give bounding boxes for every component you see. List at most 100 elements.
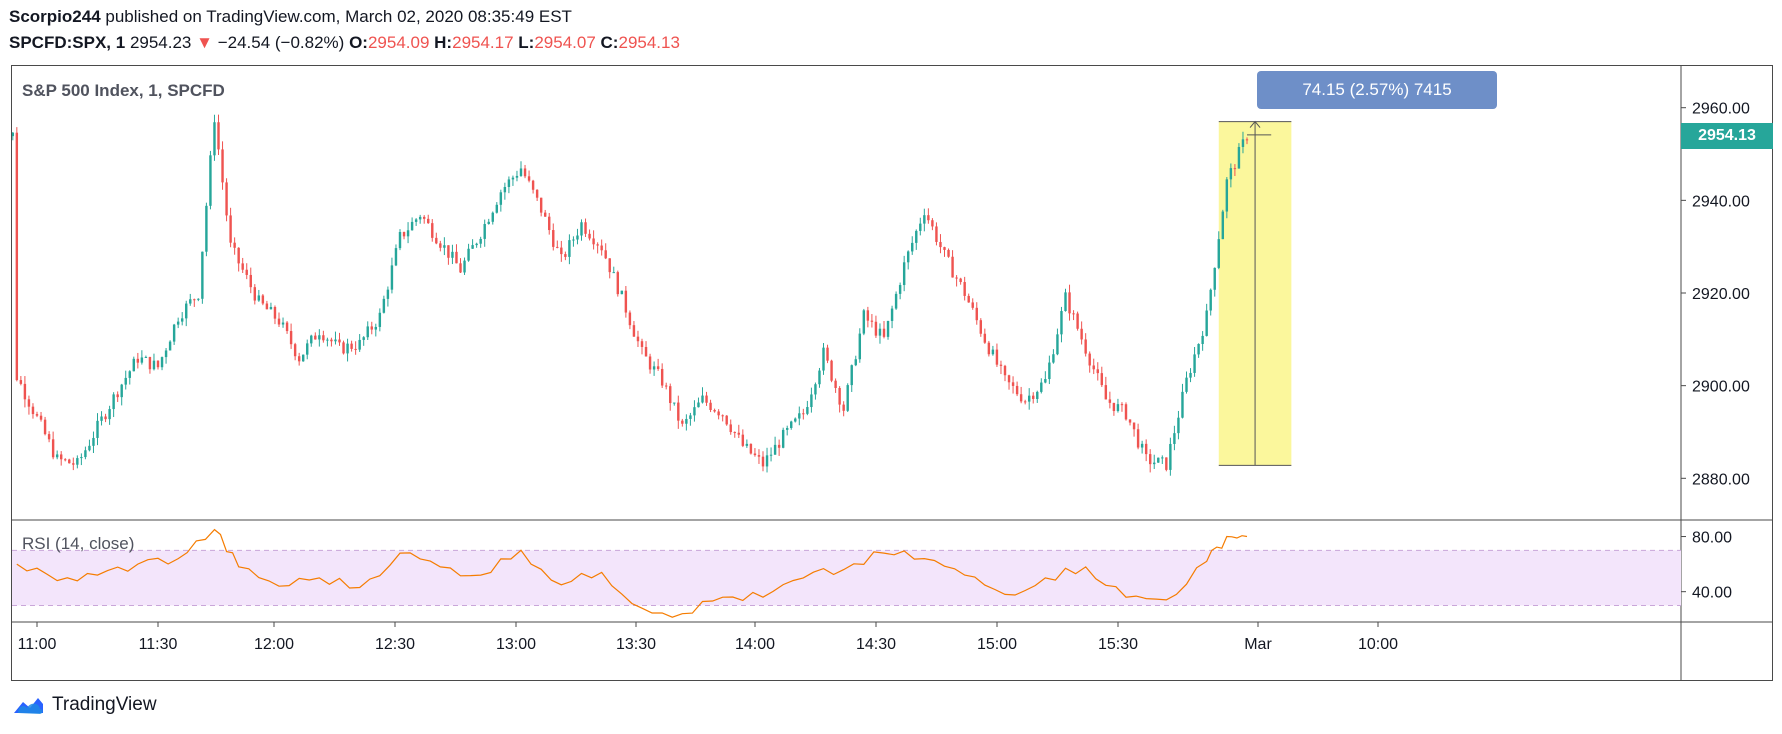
candle-body (410, 221, 414, 231)
measure-label[interactable]: 74.15 (2.57%) 7415 (1257, 71, 1497, 109)
candle-body (951, 256, 954, 278)
candle-body (19, 380, 23, 384)
candle-body (261, 295, 265, 304)
candle-body (943, 247, 946, 250)
candle-body (358, 339, 361, 350)
candle-body (838, 387, 841, 405)
candle-body (459, 263, 462, 273)
candle-body (576, 235, 579, 240)
candle-body (168, 341, 172, 351)
candle-body (1209, 289, 1212, 311)
candle-body (947, 249, 950, 257)
candle-body (757, 455, 761, 457)
last-price: 2954.23 (129, 33, 192, 52)
candle-body (293, 344, 297, 357)
candle-body (378, 312, 382, 327)
candle-body (443, 245, 446, 248)
candle-body (689, 415, 692, 419)
low-value: 2954.07 (534, 33, 596, 52)
published-text: published on TradingView.com, March 02, … (105, 7, 572, 26)
candle-body (1193, 354, 1196, 373)
candle-body (794, 418, 797, 422)
candle-body (580, 222, 583, 236)
rsi-tick-label: 40.00 (1692, 585, 1732, 602)
candle-body (777, 444, 781, 448)
candle-body (543, 212, 547, 217)
candle-body (898, 285, 902, 294)
candle-body (592, 238, 595, 245)
candle-body (556, 246, 559, 248)
candle-body (253, 287, 257, 301)
candle-body (798, 413, 801, 419)
candle-body (100, 416, 103, 421)
candle-body (15, 132, 19, 381)
candle-body (664, 385, 668, 387)
last-price-tag: 2954.13 (1681, 123, 1773, 149)
candle-body (705, 395, 708, 403)
candle-body (568, 240, 571, 257)
candle-body (822, 347, 825, 371)
candle-body (27, 399, 31, 407)
open-label: O: (349, 33, 368, 52)
candle-body (334, 339, 337, 342)
candle-body (850, 365, 853, 386)
candle-body (600, 245, 603, 251)
close-label: C: (600, 33, 619, 52)
candle-body (1032, 395, 1035, 399)
candle-body (435, 237, 438, 244)
candle-body (765, 455, 769, 467)
candle-body (422, 216, 426, 219)
candle-body (1060, 311, 1063, 335)
candle-body (624, 290, 628, 313)
candle-body (919, 223, 922, 231)
candle-body (1076, 313, 1079, 329)
candle-body (858, 333, 862, 360)
candle-body (697, 402, 700, 408)
candle-body (923, 215, 926, 224)
candle-body (1241, 139, 1245, 147)
candle-body (277, 318, 281, 325)
candle-body (548, 216, 551, 231)
candle-body (112, 394, 115, 410)
chart-canvas[interactable]: 2960.00 2940.00 2920.00 2900.00 2880.00 80.00… (12, 66, 1772, 680)
candle-body (669, 386, 672, 404)
candle-body (152, 360, 156, 370)
candle-body (1011, 382, 1015, 386)
chart-frame[interactable]: 2960.00 2940.00 2920.00 2900.00 2880.00 80.00… (11, 65, 1773, 681)
candle-body (418, 216, 422, 220)
candle-body (939, 241, 942, 248)
candle-body (632, 325, 636, 337)
candle-body (132, 358, 136, 372)
candle-body (225, 182, 228, 216)
candle-body (338, 339, 341, 343)
candle-body (398, 232, 402, 249)
candle-body (1148, 454, 1152, 465)
candle-body (1040, 382, 1043, 392)
candle-body (326, 339, 329, 341)
candle-body (572, 239, 575, 241)
candle-body (447, 245, 450, 258)
brand-footer[interactable]: TradingView (10, 694, 157, 716)
candle-body (439, 243, 442, 248)
candle-body (741, 434, 745, 446)
candle-body (310, 335, 313, 344)
candle-body (140, 357, 144, 363)
candle-body (394, 248, 398, 266)
candle-body (612, 272, 615, 274)
candle-body (673, 402, 676, 404)
candle-body (197, 298, 200, 300)
candle-body (995, 349, 999, 365)
candle-body (870, 320, 874, 322)
down-arrow-icon: ▼ (196, 33, 213, 52)
candle-body (390, 265, 394, 290)
candle-body (479, 238, 482, 244)
candle-body (1120, 404, 1124, 406)
candle-body (810, 394, 813, 408)
price-tick-label: 2920.00 (1692, 286, 1750, 303)
candle-body (834, 380, 837, 388)
candle-body (406, 230, 410, 237)
candle-body (527, 176, 531, 181)
candle-body (882, 328, 886, 337)
candle-body (185, 303, 188, 319)
candle-body (281, 322, 285, 325)
